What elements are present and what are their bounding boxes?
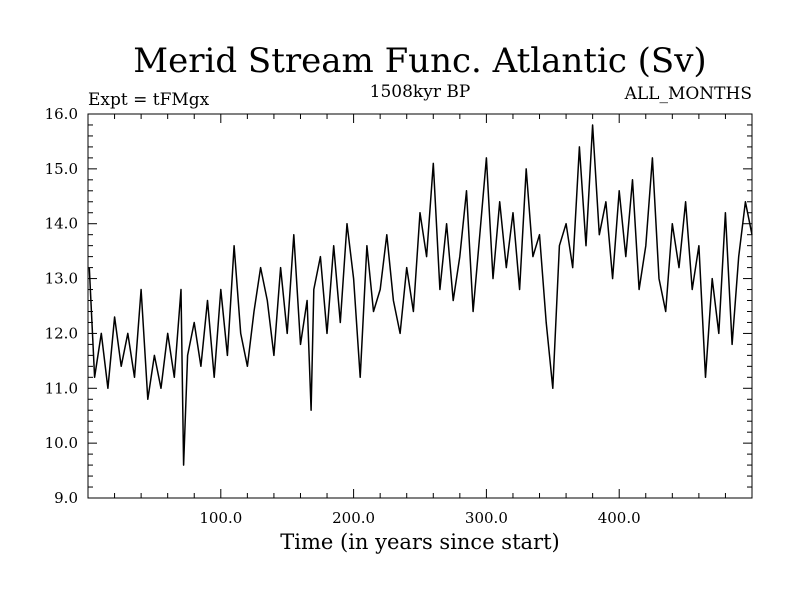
x-tick-label: 300.0	[465, 509, 508, 527]
y-ticks: 9.0 10.0 11.0 12.0 13.0 14.0 15.0 16.0	[45, 105, 752, 507]
y-tick-label: 13.0	[45, 270, 78, 288]
x-tick-label: 100.0	[199, 509, 242, 527]
x-axis-label: Time (in years since start)	[280, 530, 559, 554]
plot-frame	[87, 113, 753, 499]
x-ticks: 100.0 200.0 300.0 400.0	[114, 114, 726, 527]
series-line	[88, 124, 753, 466]
x-tick-label: 400.0	[598, 509, 641, 527]
y-tick-label: 12.0	[45, 324, 78, 342]
experiment-label: Expt = tFMgx	[88, 90, 210, 110]
y-tick-label: 16.0	[45, 105, 78, 123]
series-layer	[88, 124, 753, 466]
y-tick-label: 15.0	[45, 160, 78, 178]
months-label: ALL_MONTHS	[624, 84, 752, 104]
y-tick-label: 14.0	[45, 215, 78, 233]
x-tick-label: 200.0	[332, 509, 375, 527]
y-tick-label: 9.0	[54, 489, 78, 507]
chart-title: Merid Stream Func. Atlantic (Sv)	[133, 41, 706, 81]
y-tick-label: 11.0	[45, 379, 78, 397]
chart-subtitle: 1508kyr BP	[370, 82, 471, 102]
y-tick-label: 10.0	[45, 434, 78, 452]
